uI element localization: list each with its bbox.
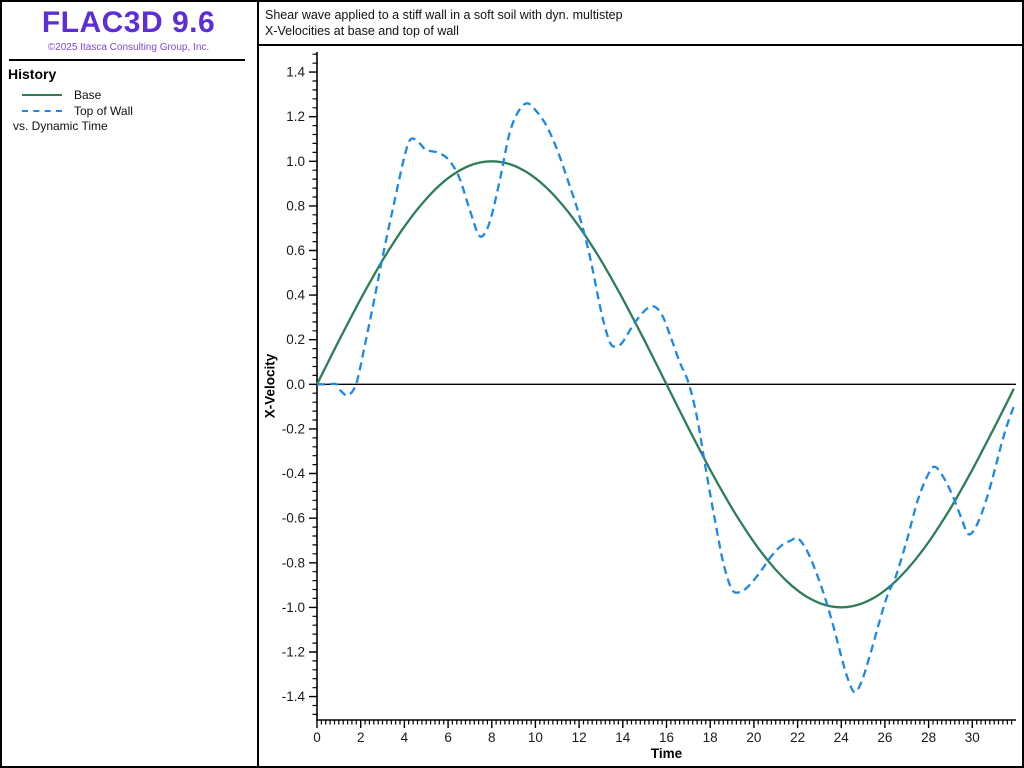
y-tick-label: 1.2 [286, 109, 305, 124]
y-tick-label: 0.0 [286, 377, 305, 392]
y-tick-label: 0.4 [286, 288, 305, 303]
sidebar: FLAC3D 9.6 ©2025 Itasca Consulting Group… [2, 2, 255, 766]
legend-label-base: Base [74, 88, 102, 102]
minor-ticks [312, 53, 1013, 725]
x-tick-label: 24 [834, 730, 850, 745]
x-axis-title: Time [650, 746, 683, 761]
legend-label-top-of-wall: Top of Wall [74, 104, 133, 118]
y-tick-label: -1.4 [282, 689, 306, 704]
series-top-of-wall-line [317, 102, 1015, 694]
x-tick-label: 2 [357, 730, 365, 745]
chart-title: Shear wave applied to a stiff wall in a … [265, 7, 623, 39]
x-tick-label: 30 [965, 730, 980, 745]
y-tick-label: 0.8 [286, 198, 305, 213]
x-tick-label: 12 [572, 730, 587, 745]
x-tick-label: 28 [921, 730, 936, 745]
history-heading: History [8, 66, 57, 82]
x-tick-label: 26 [877, 730, 892, 745]
x-tick-label: 20 [746, 730, 761, 745]
y-tick-label: -0.2 [282, 421, 305, 436]
app-logo: FLAC3D 9.6 [41, 6, 216, 39]
chart-title-line2: X-Velocities at base and top of wall [265, 24, 459, 38]
x-tick-label: 10 [528, 730, 543, 745]
legend-line-top-of-wall [22, 110, 62, 112]
legend-line-base [22, 94, 62, 96]
x-tick-label: 22 [790, 730, 805, 745]
y-tick-label: 1.0 [286, 154, 305, 169]
x-tick-label: 14 [615, 730, 631, 745]
y-tick-label: -0.6 [282, 511, 305, 526]
y-tick-label: -0.8 [282, 555, 305, 570]
x-tick-label: 16 [659, 730, 674, 745]
x-tick-label: 0 [313, 730, 321, 745]
x-tick-label: 18 [703, 730, 718, 745]
y-tick-label: -0.4 [282, 466, 306, 481]
y-tick-label: -1.2 [282, 645, 305, 660]
y-tick-label: 0.2 [286, 332, 305, 347]
x-tick-label: 6 [444, 730, 452, 745]
copyright-text: ©2025 Itasca Consulting Group, Inc. [47, 42, 210, 53]
y-tick-label: 1.4 [286, 65, 305, 80]
legend-item-base: Base [22, 87, 101, 103]
y-tick-label: 0.6 [286, 243, 305, 258]
sidebar-divider [9, 59, 245, 61]
major-ticks [309, 71, 973, 728]
panel-chart-separator [257, 2, 259, 766]
y-tick-label: -1.0 [282, 600, 305, 615]
y-axis-title: X-Velocity [262, 353, 278, 419]
x-tick-label: 8 [488, 730, 496, 745]
title-divider [259, 44, 1022, 46]
chart-title-line1: Shear wave applied to a stiff wall in a … [265, 8, 623, 22]
series-base-line [315, 160, 1015, 609]
x-tick-label: 4 [401, 730, 409, 745]
legend-item-top-of-wall: Top of Wall [22, 103, 133, 119]
x-axis-note: vs. Dynamic Time [13, 119, 108, 133]
